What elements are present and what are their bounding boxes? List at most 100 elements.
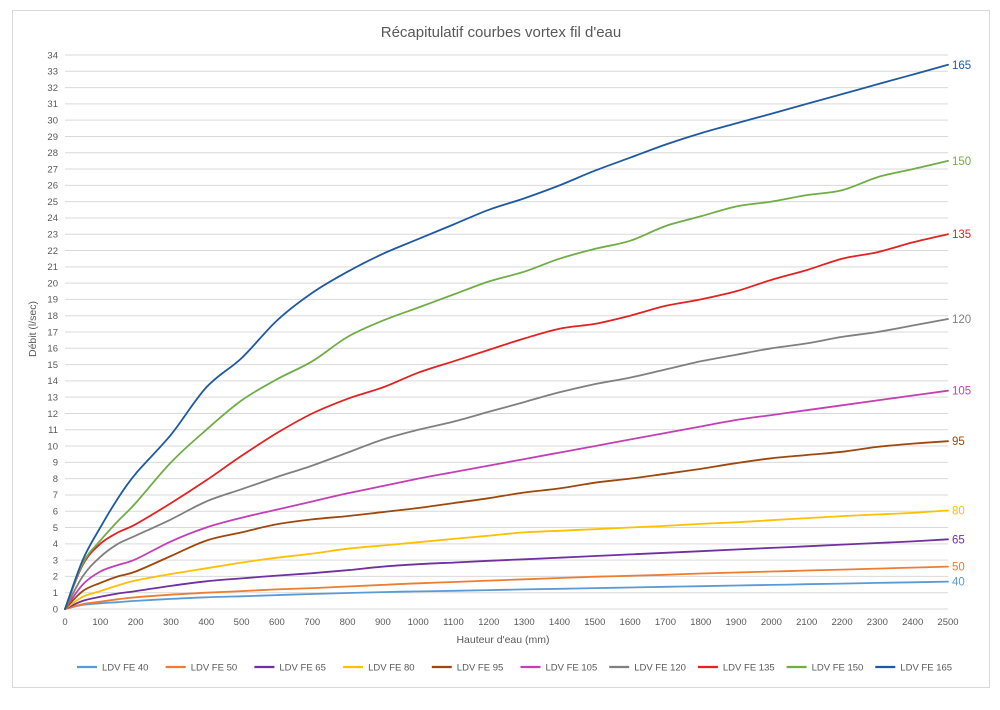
legend-label-120: LDV FE 120 bbox=[634, 663, 686, 674]
x-tick-label: 2300 bbox=[867, 617, 888, 628]
y-tick-label: 26 bbox=[47, 181, 58, 192]
y-tick-label: 25 bbox=[47, 197, 58, 208]
x-tick-label: 1600 bbox=[620, 617, 641, 628]
y-tick-label: 12 bbox=[47, 409, 58, 420]
series-lines bbox=[64, 63, 949, 610]
legend-label-40: LDV FE 40 bbox=[102, 663, 148, 674]
x-tick-label: 700 bbox=[304, 617, 320, 628]
y-tick-label: 16 bbox=[47, 344, 58, 355]
legend-label-80: LDV FE 80 bbox=[368, 663, 414, 674]
y-tick-label: 34 bbox=[47, 50, 58, 61]
x-tick-label: 400 bbox=[198, 617, 214, 628]
x-tick-label: 1900 bbox=[726, 617, 747, 628]
y-tick-label: 24 bbox=[47, 213, 58, 224]
y-tick-label: 11 bbox=[48, 425, 58, 436]
x-tick-label: 1700 bbox=[655, 617, 676, 628]
series-line-120 bbox=[64, 318, 949, 610]
x-tick-label: 1300 bbox=[514, 617, 535, 628]
y-tick-label: 31 bbox=[47, 99, 58, 110]
x-tick-label: 1100 bbox=[443, 617, 463, 628]
x-tick-label: 500 bbox=[234, 617, 250, 628]
y-tick-label: 6 bbox=[53, 507, 58, 518]
x-tick-label: 100 bbox=[92, 617, 108, 628]
grid-lines bbox=[65, 54, 948, 610]
series-line-80 bbox=[64, 509, 949, 610]
y-tick-label: 4 bbox=[53, 539, 58, 550]
legend-label-135: LDV FE 135 bbox=[723, 663, 775, 674]
legend-label-165: LDV FE 165 bbox=[900, 663, 952, 674]
series-end-label-95: 95 bbox=[952, 436, 965, 448]
x-tick-label: 1200 bbox=[478, 617, 499, 628]
y-tick-label: 3 bbox=[53, 555, 58, 566]
series-end-label-120: 120 bbox=[952, 314, 971, 326]
series-end-label-105: 105 bbox=[952, 386, 971, 398]
y-tick-label: 0 bbox=[53, 604, 58, 615]
x-tick-label: 1800 bbox=[690, 617, 711, 628]
y-axis-ticks: 0123456789101112131415161718192021222324… bbox=[47, 50, 58, 615]
series-end-label-135: 135 bbox=[952, 229, 971, 241]
x-tick-label: 800 bbox=[340, 617, 356, 628]
series-line-50 bbox=[64, 565, 949, 610]
x-tick-label: 600 bbox=[269, 617, 285, 628]
chart-frame: Récapitulatif courbes vortex fil d'eau 0… bbox=[12, 10, 990, 688]
legend: LDV FE 40 LDV FE 50 LDV FE 65 LDV FE 80 LDV … bbox=[77, 663, 952, 674]
series-line-65 bbox=[64, 538, 949, 610]
y-tick-label: 20 bbox=[47, 278, 58, 289]
x-tick-label: 2100 bbox=[796, 617, 817, 628]
x-tick-label: 2000 bbox=[761, 617, 782, 628]
series-line-150 bbox=[64, 160, 949, 610]
y-tick-label: 22 bbox=[47, 246, 58, 257]
legend-label-50: LDV FE 50 bbox=[191, 663, 237, 674]
y-tick-label: 13 bbox=[47, 392, 58, 403]
x-tick-label: 0 bbox=[62, 617, 67, 628]
y-tick-label: 5 bbox=[53, 523, 58, 534]
series-line-165 bbox=[64, 63, 949, 610]
chart-canvas: Récapitulatif courbes vortex fil d'eau 0… bbox=[27, 24, 971, 674]
y-tick-label: 27 bbox=[47, 164, 58, 175]
series-end-label-80: 80 bbox=[952, 505, 965, 517]
y-tick-label: 28 bbox=[47, 148, 58, 159]
series-line-40 bbox=[64, 580, 949, 610]
x-tick-label: 2500 bbox=[937, 617, 958, 628]
x-tick-label: 300 bbox=[163, 617, 179, 628]
y-tick-label: 29 bbox=[47, 132, 58, 143]
series-line-135 bbox=[64, 233, 949, 610]
y-tick-label: 30 bbox=[47, 115, 58, 126]
series-line-105 bbox=[64, 389, 949, 610]
legend-label-65: LDV FE 65 bbox=[279, 663, 325, 674]
x-axis-label: Hauteur d'eau (mm) bbox=[456, 634, 549, 646]
y-tick-label: 23 bbox=[47, 230, 58, 241]
legend-label-150: LDV FE 150 bbox=[812, 663, 864, 674]
chart-title: Récapitulatif courbes vortex fil d'eau bbox=[381, 24, 622, 41]
series-end-label-65: 65 bbox=[952, 534, 965, 546]
series-end-label-150: 150 bbox=[952, 156, 971, 168]
y-tick-label: 19 bbox=[47, 295, 58, 306]
y-tick-label: 32 bbox=[47, 83, 58, 94]
series-end-label-165: 165 bbox=[952, 60, 971, 72]
y-tick-label: 14 bbox=[47, 376, 58, 387]
y-tick-label: 7 bbox=[53, 490, 58, 501]
series-end-label-40: 40 bbox=[952, 577, 965, 589]
legend-label-105: LDV FE 105 bbox=[546, 663, 598, 674]
x-tick-label: 1400 bbox=[549, 617, 570, 628]
y-tick-label: 2 bbox=[53, 572, 58, 583]
x-tick-label: 200 bbox=[128, 617, 144, 628]
legend-label-95: LDV FE 95 bbox=[457, 663, 503, 674]
series-end-labels: 40 50 65 80 95 105 120 135 150 165 bbox=[952, 60, 971, 589]
x-tick-label: 2200 bbox=[831, 617, 852, 628]
x-tick-label: 2400 bbox=[902, 617, 923, 628]
x-tick-label: 1500 bbox=[584, 617, 605, 628]
series-end-label-50: 50 bbox=[952, 562, 965, 574]
x-tick-label: 900 bbox=[375, 617, 391, 628]
y-axis-label: Débit (l/sec) bbox=[27, 301, 39, 357]
y-tick-label: 33 bbox=[47, 67, 58, 78]
y-tick-label: 9 bbox=[53, 458, 58, 469]
y-tick-label: 15 bbox=[47, 360, 58, 371]
y-tick-label: 10 bbox=[47, 441, 58, 452]
x-tick-label: 1000 bbox=[408, 617, 429, 628]
y-tick-label: 8 bbox=[53, 474, 58, 485]
y-tick-label: 18 bbox=[47, 311, 58, 322]
y-tick-label: 21 bbox=[47, 262, 58, 273]
series-line-95 bbox=[64, 440, 949, 610]
y-tick-label: 17 bbox=[47, 327, 58, 338]
